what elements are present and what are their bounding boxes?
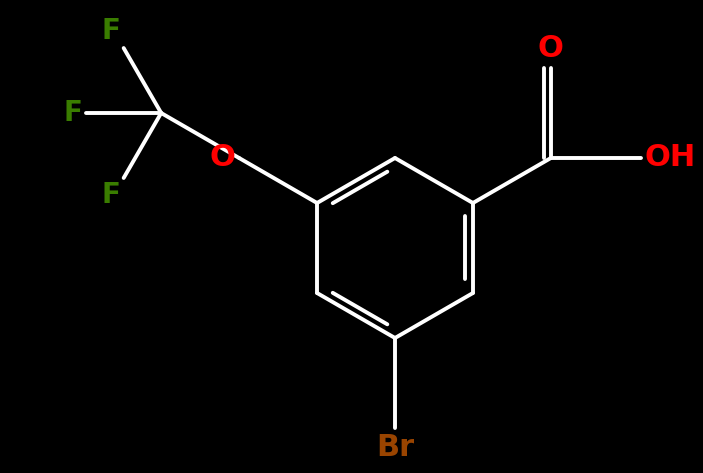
Text: Br: Br [376,433,414,462]
Text: F: F [102,17,121,45]
Text: OH: OH [645,143,696,173]
Text: O: O [209,143,235,173]
Text: F: F [102,181,121,209]
Text: F: F [63,99,82,127]
Text: O: O [538,34,564,63]
